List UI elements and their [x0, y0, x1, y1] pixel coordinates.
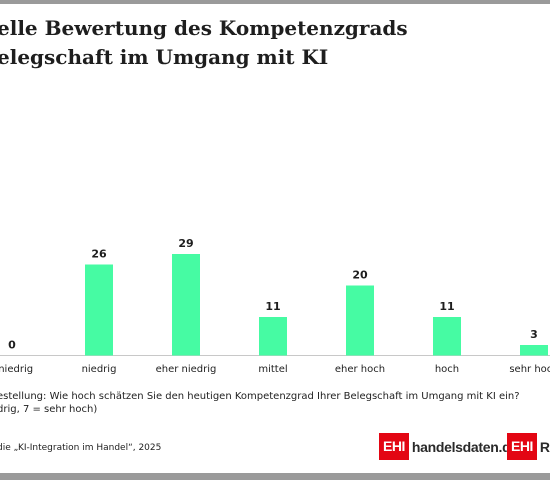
value-label-0: 0 [8, 339, 16, 352]
survey-question-line-1: estellung: Wie hoch schätzen Sie den heu… [0, 391, 520, 402]
value-label-2: 29 [178, 237, 193, 250]
source-note: die „KI-Integration im Handel“, 2025 [0, 443, 162, 453]
logo-handelsdaten-text: handelsdaten.de [411, 438, 518, 455]
bar-3 [259, 317, 287, 356]
bar-6 [520, 345, 548, 356]
category-label-4: eher hoch [335, 364, 385, 375]
bar-4 [346, 285, 374, 356]
logo-ehi-box: EHI [379, 433, 409, 460]
category-label-3: mittel [258, 364, 287, 375]
logo-handelsdaten: EHI handelsdaten.de [379, 433, 518, 460]
chart-title-line-1: elle Bewertung des Kompetenzgrads [0, 16, 408, 40]
value-label-6: 3 [530, 328, 538, 341]
value-label-5: 11 [439, 300, 454, 313]
value-label-1: 26 [91, 248, 107, 261]
bar-5 [433, 317, 461, 356]
chart-title-line-2: elegschaft im Umgang mit KI [0, 45, 329, 69]
value-label-3: 11 [265, 300, 280, 313]
value-label-4: 20 [352, 269, 368, 282]
category-label-1: niedrig [82, 364, 117, 375]
survey-question: estellung: Wie hoch schätzen Sie den heu… [0, 390, 550, 416]
bar-2 [172, 254, 200, 356]
bottom-rule [0, 473, 550, 480]
category-label-5: hoch [435, 364, 459, 375]
logo-ehi-research-text: Re [539, 438, 550, 455]
logo-ehi-research: EHI Re [507, 433, 550, 460]
logo-ehi-box-2: EHI [507, 433, 537, 460]
category-label-6: sehr hoch [509, 364, 550, 375]
category-label-2: eher niedrig [156, 364, 217, 375]
bar-1 [85, 264, 113, 356]
top-rule [0, 0, 550, 4]
chart-title: elle Bewertung des Kompetenzgrads elegsc… [0, 14, 550, 72]
category-label-0: r niedrig [0, 364, 33, 375]
survey-question-line-2: drig, 7 = sehr hoch) [0, 404, 98, 415]
